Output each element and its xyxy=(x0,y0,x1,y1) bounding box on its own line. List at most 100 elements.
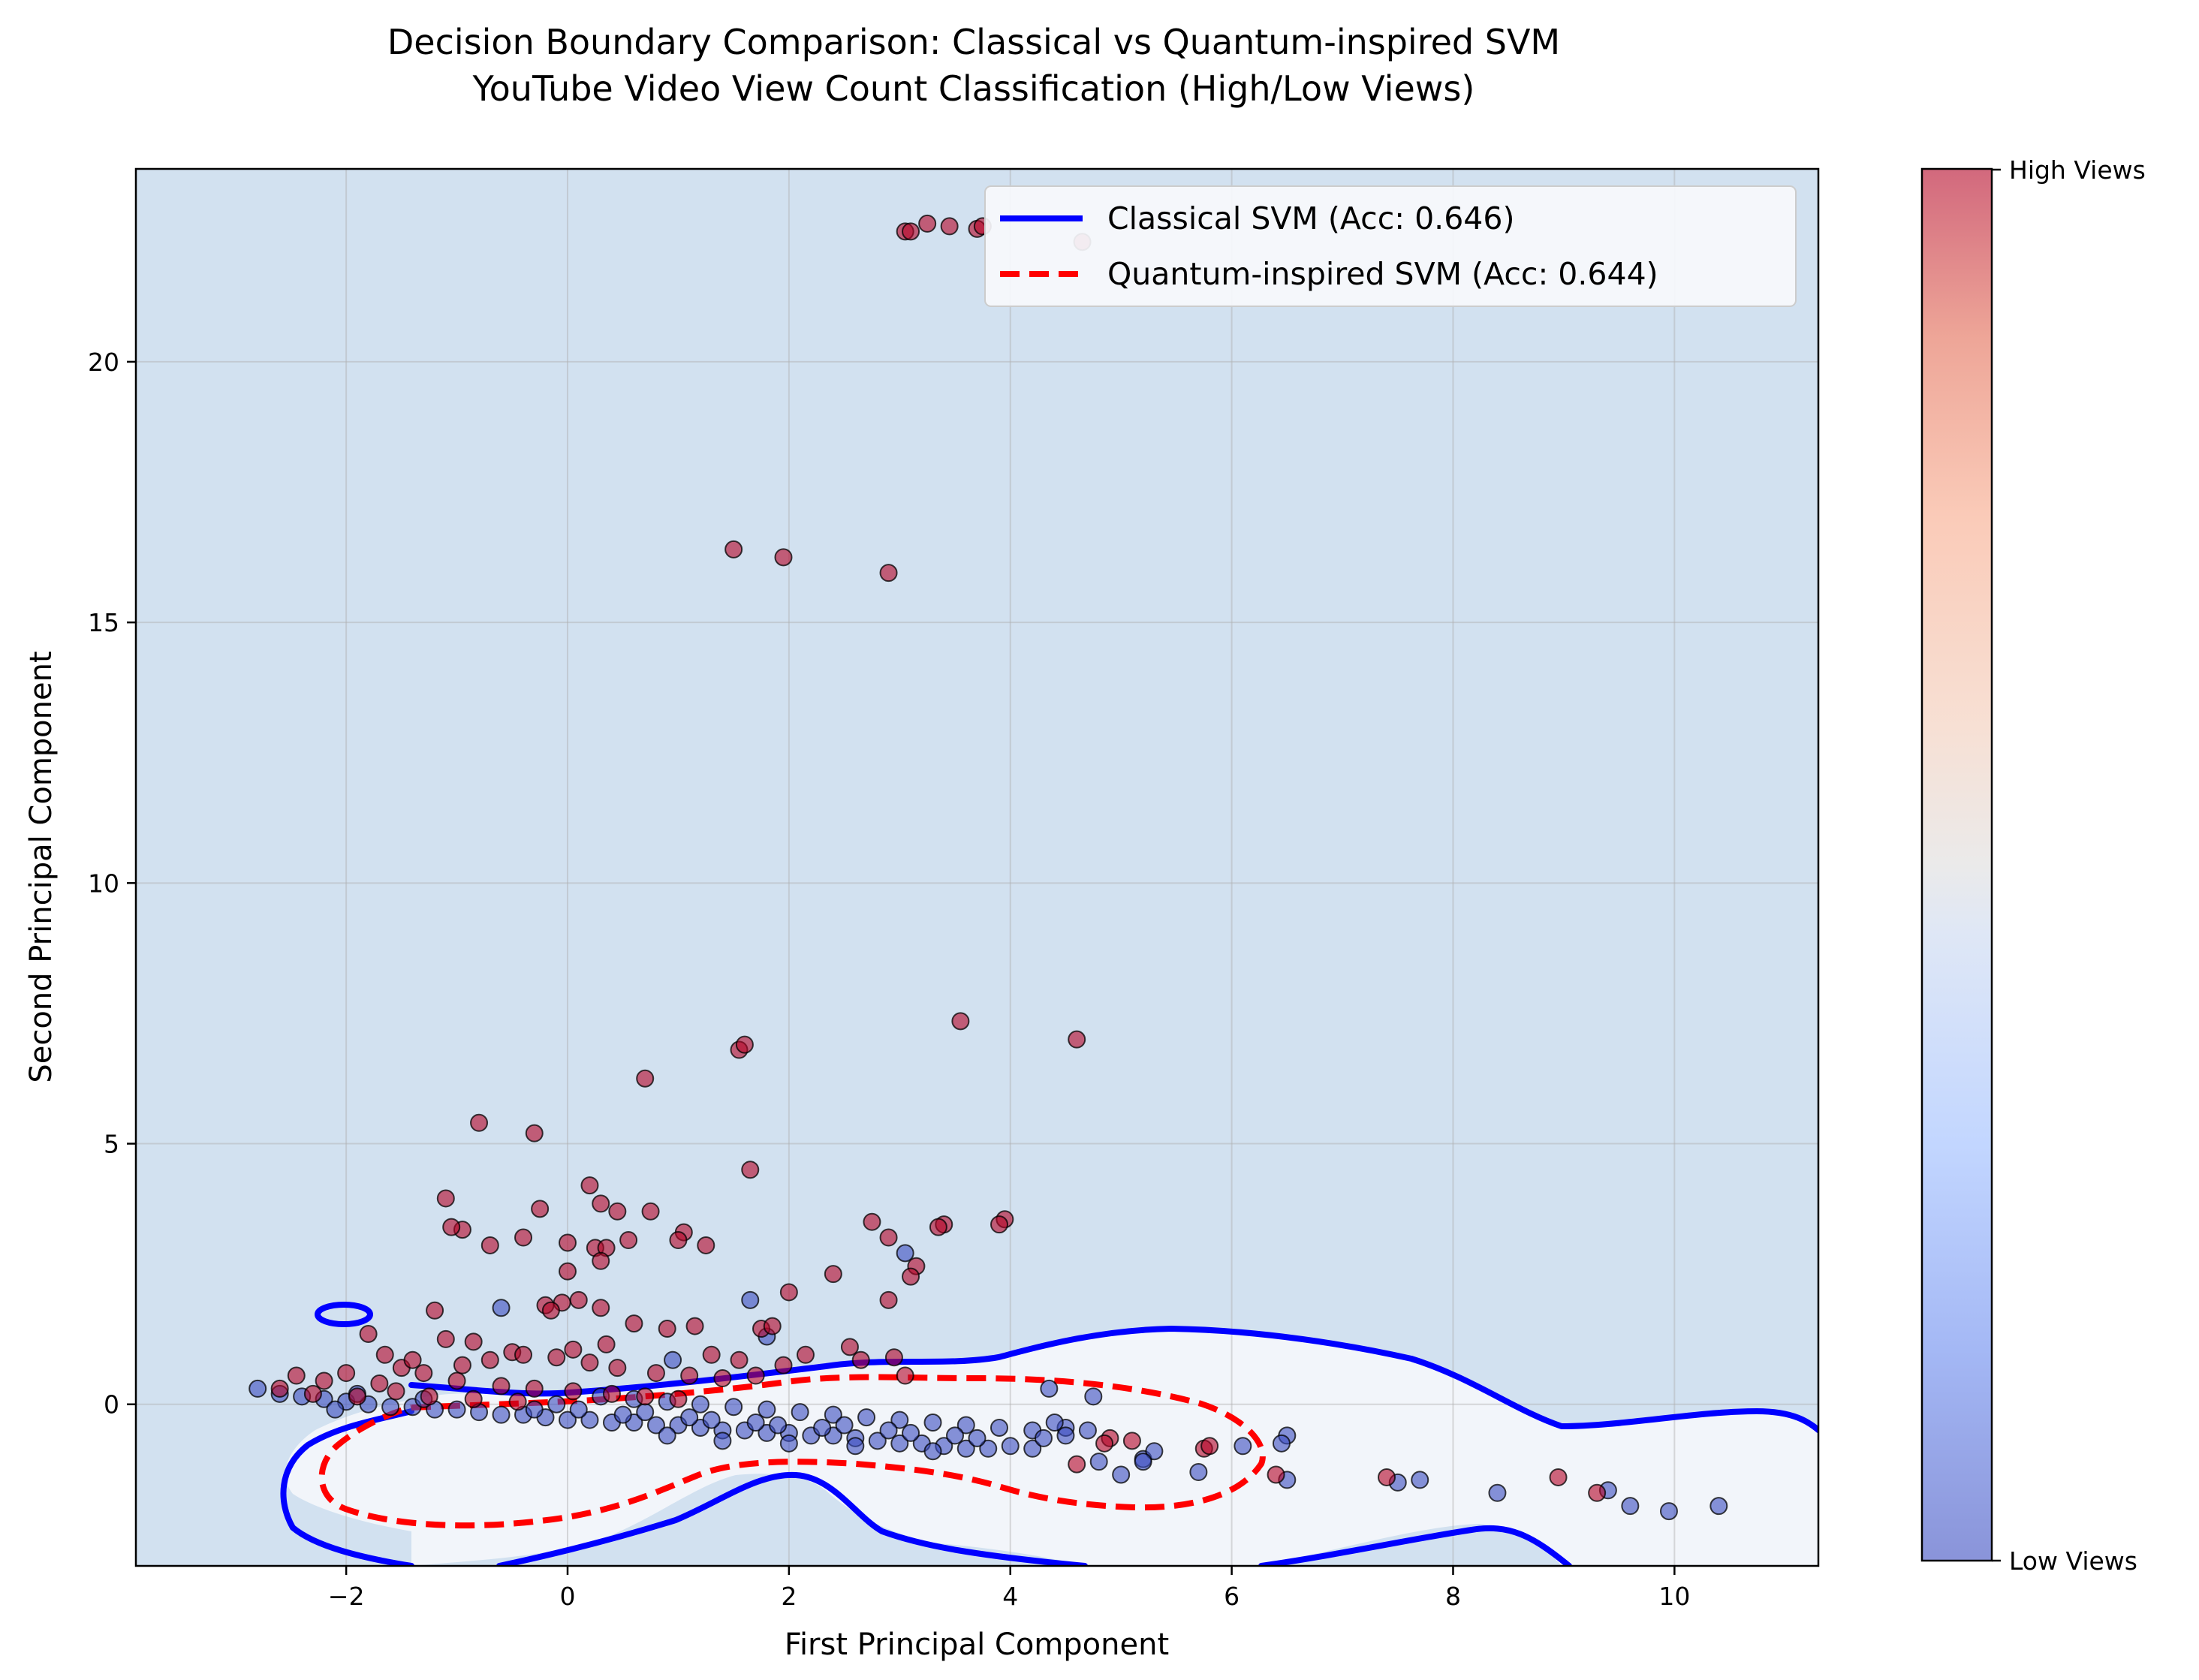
y-axis-label: Second Principal Component xyxy=(24,651,59,1082)
point-high-views-108 xyxy=(564,1340,583,1359)
point-high-views-88 xyxy=(303,1384,322,1403)
point-low-views-85 xyxy=(702,1411,721,1429)
point-low-views-84 xyxy=(680,1408,699,1427)
point-high-views-33 xyxy=(669,1230,688,1249)
point-high-views-13 xyxy=(735,1035,754,1054)
point-high-views-53 xyxy=(625,1314,643,1333)
point-high-views-16 xyxy=(525,1124,544,1143)
x-axis: −2 0 2 4 6 8 10 xyxy=(328,1566,1690,1611)
point-high-views-112 xyxy=(702,1345,721,1364)
point-low-views-77 xyxy=(1659,1502,1678,1521)
point-low-views-51 xyxy=(1045,1414,1064,1432)
point-high-views-70 xyxy=(646,1364,665,1383)
point-low-views-80 xyxy=(547,1395,566,1414)
point-low-views-47 xyxy=(956,1416,975,1435)
point-high-views-10 xyxy=(951,1012,970,1031)
point-high-views-14 xyxy=(636,1069,655,1088)
point-high-views-64 xyxy=(436,1329,455,1348)
colorbar-gradient xyxy=(1920,167,1993,1562)
y-tick-label-4: 20 xyxy=(88,348,119,377)
legend-box xyxy=(984,185,1797,307)
point-high-views-32 xyxy=(514,1228,533,1247)
legend-classical-label: Classical SVM (Acc: 0.646) xyxy=(1107,200,1514,236)
point-high-views-36 xyxy=(480,1236,499,1254)
point-low-views-70 xyxy=(1272,1434,1291,1453)
point-high-views-96 xyxy=(1095,1434,1114,1453)
point-low-views-78 xyxy=(1709,1497,1728,1516)
point-low-views-6 xyxy=(381,1398,400,1417)
point-low-views-58 xyxy=(741,1290,760,1309)
point-high-views-26 xyxy=(990,1215,1008,1234)
point-high-views-99 xyxy=(1200,1437,1219,1456)
point-high-views-93 xyxy=(508,1392,527,1411)
point-low-views-92 xyxy=(946,1426,965,1445)
grid xyxy=(136,169,1818,1566)
classical-boundary-lower-left xyxy=(280,1408,414,1566)
point-high-views-51 xyxy=(541,1301,560,1320)
point-high-views-7 xyxy=(724,540,743,558)
point-high-views-109 xyxy=(597,1335,616,1353)
point-high-views-20 xyxy=(592,1194,610,1213)
point-high-views-25 xyxy=(863,1212,881,1231)
point-high-views-68 xyxy=(580,1353,599,1372)
point-high-views-110 xyxy=(375,1345,394,1364)
point-low-views-45 xyxy=(890,1411,909,1429)
point-low-views-74 xyxy=(1488,1483,1507,1502)
point-low-views-44 xyxy=(857,1408,876,1427)
point-low-views-0 xyxy=(249,1379,267,1398)
point-high-views-54 xyxy=(426,1301,444,1320)
point-low-views-67 xyxy=(1189,1463,1208,1482)
point-high-views-83 xyxy=(564,1382,583,1401)
point-high-views-58 xyxy=(658,1320,676,1338)
point-low-views-9 xyxy=(447,1400,466,1419)
point-low-views-97 xyxy=(713,1432,732,1450)
point-high-views-82 xyxy=(525,1379,544,1398)
x-tick-label-5: 8 xyxy=(1445,1582,1461,1611)
point-high-views-102 xyxy=(1378,1468,1396,1486)
point-low-views-11 xyxy=(492,1405,511,1424)
point-high-views-46 xyxy=(779,1283,798,1302)
point-high-views-67 xyxy=(547,1348,566,1367)
point-high-views-94 xyxy=(896,1366,914,1385)
x-tick-label-1: 0 xyxy=(559,1582,575,1611)
point-low-views-55 xyxy=(1056,1426,1075,1445)
point-high-views-62 xyxy=(851,1350,870,1369)
point-high-views-80 xyxy=(447,1371,466,1390)
point-high-views-47 xyxy=(879,1290,898,1309)
point-high-views-86 xyxy=(669,1389,688,1408)
point-high-views-11 xyxy=(1068,1030,1086,1049)
point-low-views-33 xyxy=(979,1439,998,1458)
chart-subtitle: YouTube Video View Count Classification … xyxy=(472,68,1475,109)
point-high-views-63 xyxy=(796,1345,815,1364)
point-low-views-41 xyxy=(758,1400,776,1419)
point-low-views-32 xyxy=(956,1439,975,1458)
x-tick-label-2: 2 xyxy=(781,1582,797,1611)
point-high-views-105 xyxy=(453,1356,471,1374)
y-tick-label-2: 10 xyxy=(88,869,119,898)
x-tick-label-0: −2 xyxy=(328,1582,365,1611)
point-low-views-35 xyxy=(1023,1439,1042,1458)
point-high-views-61 xyxy=(884,1348,903,1367)
point-high-views-75 xyxy=(414,1364,433,1383)
point-high-views-111 xyxy=(403,1350,422,1369)
point-low-views-40 xyxy=(724,1398,743,1417)
point-high-views-52 xyxy=(592,1299,610,1317)
point-high-views-50 xyxy=(569,1290,588,1309)
point-high-views-92 xyxy=(464,1389,483,1408)
point-high-views-21 xyxy=(531,1200,550,1218)
point-high-views-59 xyxy=(359,1324,378,1343)
point-low-views-95 xyxy=(846,1437,865,1456)
point-low-views-90 xyxy=(879,1421,898,1440)
point-low-views-82 xyxy=(613,1405,632,1424)
point-high-views-23 xyxy=(641,1202,660,1221)
point-high-views-90 xyxy=(387,1382,405,1401)
low-views-region xyxy=(285,1329,1818,1566)
point-high-views-72 xyxy=(713,1369,732,1388)
point-high-views-3 xyxy=(940,217,959,236)
point-low-views-62 xyxy=(1089,1453,1108,1471)
quantum-svm-boundary xyxy=(318,1374,1266,1529)
point-high-views-2 xyxy=(918,214,937,233)
y-axis: 0 5 10 15 20 xyxy=(88,348,136,1420)
point-high-views-22 xyxy=(608,1202,627,1221)
point-high-views-81 xyxy=(492,1377,511,1395)
